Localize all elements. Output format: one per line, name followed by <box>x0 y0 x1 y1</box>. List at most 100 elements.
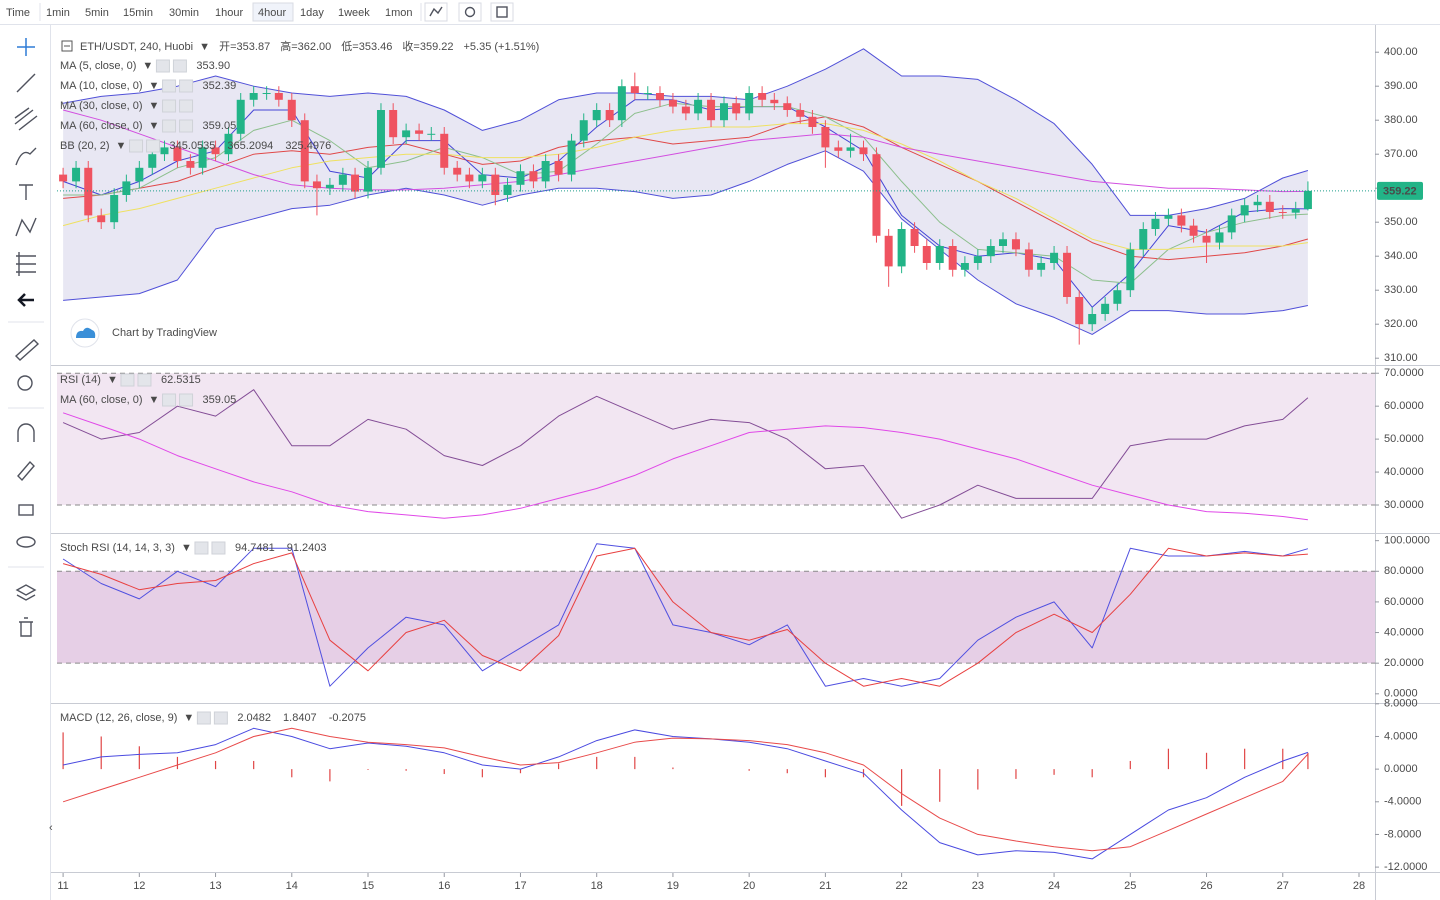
candle-body <box>516 171 525 185</box>
interval-button[interactable]: 5min <box>85 7 109 19</box>
pattern-tool[interactable] <box>15 217 37 237</box>
candle-body <box>97 215 106 223</box>
lock-drawing-tool[interactable] <box>17 460 35 482</box>
ruler-tool[interactable] <box>14 339 40 361</box>
y-tick-label: 0.0000 <box>1384 763 1418 775</box>
candle-body <box>415 130 424 134</box>
candle-body <box>1253 201 1262 206</box>
active-interval-bg <box>252 2 294 22</box>
band-fill <box>57 571 1375 664</box>
interval-button[interactable]: Time <box>6 7 30 19</box>
interval-button[interactable]: 15min <box>123 7 153 19</box>
candle-body <box>592 110 601 121</box>
layers-tool[interactable] <box>15 584 37 601</box>
candle-body <box>960 263 969 270</box>
interval-button[interactable]: 30min <box>169 7 199 19</box>
candle-body <box>758 93 767 100</box>
legend-value: 352.39 <box>203 80 237 92</box>
interval-button[interactable]: 1min <box>46 7 70 19</box>
legend-icon <box>129 139 144 153</box>
legend-name: RSI (14) <box>60 374 101 386</box>
lock-tool[interactable] <box>18 504 34 516</box>
back-tool[interactable] <box>17 293 34 307</box>
legend-name: MA (10, close, 0) <box>60 80 143 92</box>
visibility-tool[interactable] <box>16 536 36 548</box>
x-tick-label: 25 <box>1124 880 1136 892</box>
legend-arrow: ▼ <box>149 80 160 92</box>
candle-body <box>655 93 664 100</box>
candle-body <box>236 99 245 134</box>
x-tick-label: 28 <box>1353 880 1365 892</box>
interval-button[interactable]: 1mon <box>385 7 413 19</box>
candle-body <box>503 184 512 195</box>
y-tick-label: 80.0000 <box>1384 565 1424 577</box>
x-tick-label: 17 <box>514 880 526 892</box>
ohlc-value: 353.46 <box>359 41 393 53</box>
zoom-tool[interactable] <box>17 375 33 391</box>
collapse-icon <box>61 40 73 52</box>
legend-icon <box>194 541 209 555</box>
interval-button[interactable]: 1day <box>300 7 324 19</box>
left-toolbar <box>0 25 50 900</box>
trend-line-tool[interactable] <box>16 73 36 93</box>
candle-body <box>796 110 805 117</box>
candle-body <box>707 99 716 121</box>
y-tick-label: 330.00 <box>1384 284 1418 296</box>
candle-body <box>1011 239 1020 250</box>
x-tick-label: 15 <box>362 880 374 892</box>
candle-body <box>1063 252 1072 297</box>
x-tick-label: 19 <box>667 880 679 892</box>
candle-body <box>1177 215 1186 226</box>
snapshot-button[interactable] <box>490 2 514 22</box>
dropdown-arrow: ▼ <box>199 41 210 53</box>
magnet-tool[interactable] <box>17 423 35 442</box>
candle-body <box>681 106 690 114</box>
brush-tool[interactable] <box>15 147 37 166</box>
candle-body <box>1088 314 1097 325</box>
y-tick-label: -4.0000 <box>1384 796 1421 808</box>
settings-button[interactable] <box>458 2 482 22</box>
bollinger-upper <box>63 48 1309 216</box>
trash-tool[interactable] <box>19 617 33 637</box>
candle-body <box>668 99 677 107</box>
moving-average <box>62 109 1308 193</box>
x-tick-label: 21 <box>819 880 831 892</box>
candle-body <box>720 103 729 121</box>
y-tick-label: 310.00 <box>1384 352 1418 364</box>
compare-button[interactable] <box>424 2 448 22</box>
x-tick-label: 12 <box>133 880 145 892</box>
legend-value: 359.05 <box>203 394 237 406</box>
y-tick-label: 60.0000 <box>1384 596 1424 608</box>
ohlc-label: 高= <box>280 39 297 53</box>
candle-body <box>630 86 639 93</box>
candle-body <box>1126 249 1135 291</box>
indicator-line <box>62 727 1309 860</box>
text-tool[interactable] <box>19 184 33 200</box>
collapse-arrow[interactable]: ‹ <box>49 822 53 834</box>
change-value: +5.35 (+1.51%) <box>463 41 539 53</box>
candle-body <box>224 133 233 155</box>
y-tick-label: 40.0000 <box>1384 466 1424 478</box>
legend-icon <box>196 711 211 725</box>
last-price-tag <box>1377 181 1423 200</box>
candle-body <box>643 93 652 94</box>
interval-button[interactable]: 1week <box>338 7 370 19</box>
legend-value: 345.0535 <box>170 140 216 152</box>
ohlc-value: 362.00 <box>298 41 332 53</box>
interval-button[interactable]: 4hour <box>258 7 286 19</box>
candle-body <box>274 93 283 100</box>
candle-body <box>1037 263 1046 270</box>
fib-tool[interactable] <box>16 252 36 276</box>
candle-body <box>834 147 843 151</box>
y-tick-label: 70.0000 <box>1384 367 1424 379</box>
ohlc-value: 353.87 <box>237 41 271 53</box>
pitchfork-tool[interactable] <box>14 107 38 131</box>
interval-button[interactable]: 1hour <box>215 7 243 19</box>
watermark-logo-cloud <box>76 327 96 338</box>
crosshair-tool[interactable] <box>17 38 35 56</box>
candle-body <box>935 246 944 263</box>
candle-body <box>249 93 258 100</box>
candle-body <box>84 167 93 216</box>
legend-value: 2.0482 <box>237 712 271 724</box>
